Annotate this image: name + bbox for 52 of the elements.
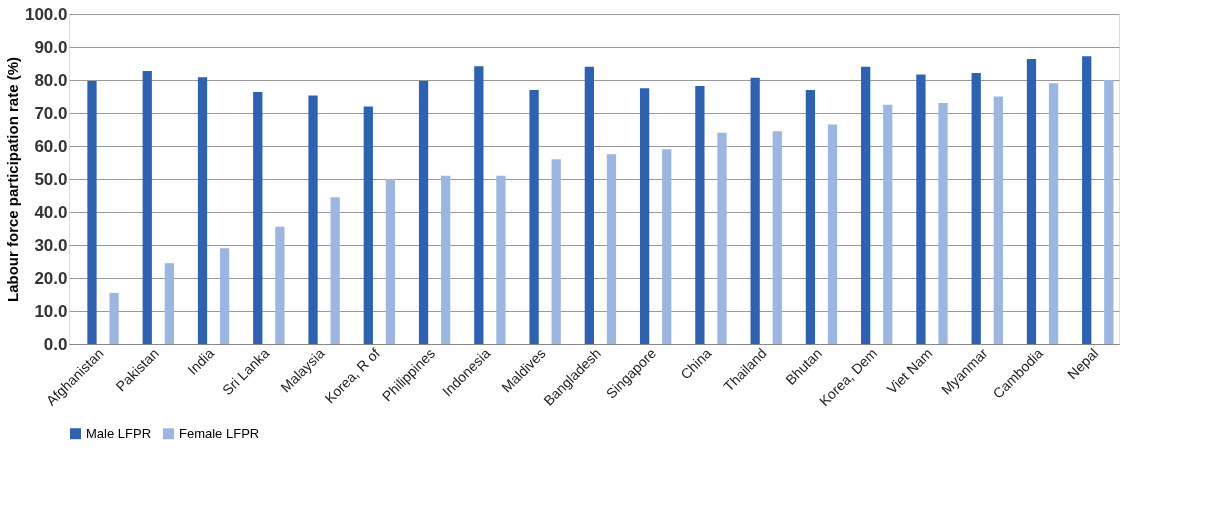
bar bbox=[308, 95, 318, 344]
y-axis-title: Labour force participation rate (%) bbox=[3, 56, 21, 303]
bar bbox=[772, 131, 782, 344]
bar bbox=[87, 80, 97, 344]
bar bbox=[330, 197, 340, 344]
y-tick-label: 50.0 bbox=[34, 169, 68, 189]
bar bbox=[971, 73, 981, 344]
bar bbox=[363, 106, 373, 344]
bar bbox=[883, 104, 893, 344]
bar bbox=[805, 89, 816, 344]
bar bbox=[219, 248, 230, 344]
y-tick-label: 20.0 bbox=[34, 268, 68, 288]
y-tick-label: 100.0 bbox=[24, 4, 68, 24]
bar bbox=[1026, 58, 1037, 344]
bar bbox=[938, 103, 948, 344]
bar bbox=[253, 91, 263, 344]
y-tick-label: 80.0 bbox=[34, 70, 68, 90]
bar bbox=[916, 74, 926, 344]
bar bbox=[1104, 80, 1114, 344]
bar bbox=[1082, 56, 1092, 344]
bar bbox=[551, 159, 561, 344]
y-tick-label: 70.0 bbox=[34, 103, 68, 123]
legend-label: Male LFPR bbox=[86, 425, 152, 441]
y-tick-label: 10.0 bbox=[34, 301, 68, 321]
bar bbox=[474, 66, 484, 344]
bar bbox=[275, 226, 285, 344]
bar bbox=[441, 175, 451, 344]
bar bbox=[639, 88, 650, 344]
bar bbox=[606, 154, 617, 344]
bar bbox=[197, 77, 208, 344]
bar bbox=[109, 292, 119, 344]
legend-label: Female LFPR bbox=[179, 425, 260, 441]
y-tick-label: 0.0 bbox=[43, 334, 68, 354]
bar bbox=[418, 80, 429, 344]
bar bbox=[662, 149, 672, 344]
bar bbox=[695, 85, 705, 344]
bar bbox=[861, 66, 871, 344]
bar bbox=[717, 132, 727, 344]
bar bbox=[496, 175, 506, 344]
bar bbox=[142, 71, 152, 344]
bar bbox=[1048, 83, 1059, 344]
bar bbox=[164, 263, 174, 344]
y-tick-label: 40.0 bbox=[34, 202, 68, 222]
bar bbox=[385, 179, 396, 344]
bar bbox=[750, 77, 760, 344]
bar bbox=[827, 124, 838, 344]
bar bbox=[993, 96, 1003, 344]
y-tick-label: 60.0 bbox=[34, 136, 68, 156]
bar bbox=[584, 66, 594, 344]
y-tick-label: 30.0 bbox=[34, 235, 68, 255]
bar bbox=[529, 89, 539, 344]
y-tick-label: 90.0 bbox=[34, 37, 68, 57]
